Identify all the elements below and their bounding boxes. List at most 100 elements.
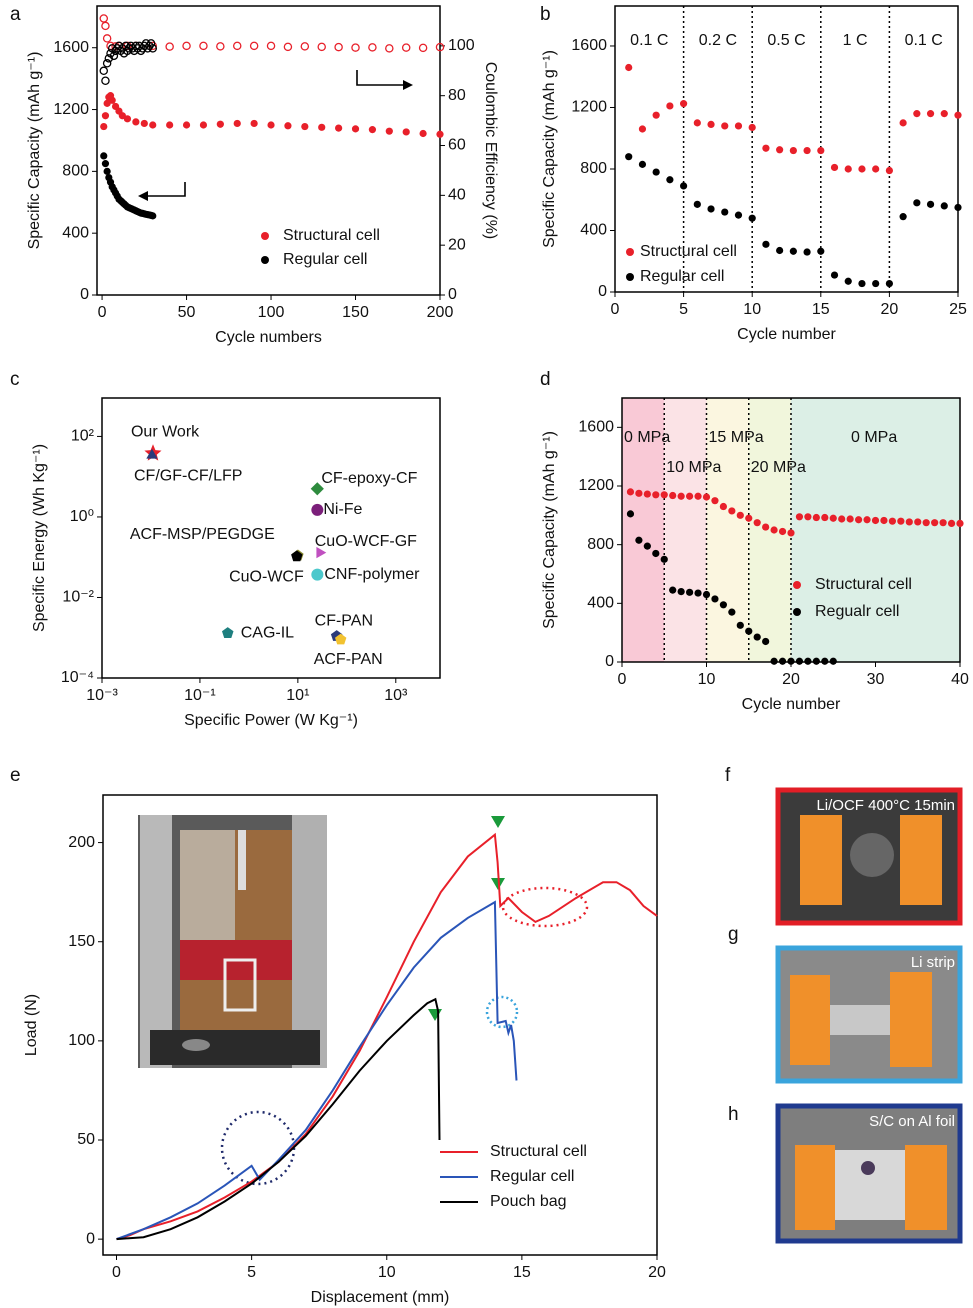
inset-photo	[138, 815, 327, 1068]
panel-label: b	[540, 4, 551, 25]
point	[922, 519, 930, 527]
point	[652, 491, 660, 499]
point	[954, 111, 962, 119]
region-label: 20 MPa	[751, 459, 806, 476]
point	[182, 121, 191, 129]
x-tick-label: 0	[112, 1264, 121, 1281]
point	[109, 51, 119, 61]
y-tick-label: 400	[587, 595, 614, 612]
point	[762, 637, 770, 646]
x-tick-label: 10	[698, 671, 716, 688]
y-tick-label: 800	[62, 163, 89, 180]
point	[625, 153, 633, 161]
y-axis-label: Load (N)	[23, 994, 40, 1056]
highlight-circle	[501, 886, 589, 928]
point	[100, 122, 108, 131]
legend-label: Regular cell	[283, 251, 367, 268]
point	[267, 121, 275, 129]
point	[711, 595, 719, 603]
y-tick-label: 0	[605, 653, 614, 670]
point	[643, 490, 651, 498]
point	[318, 123, 326, 131]
y-axis-label: Specific Capacity (mAh g⁻¹)	[541, 50, 558, 248]
y-tick-label: 1200	[571, 99, 607, 116]
point	[250, 119, 258, 128]
x-tick-label: 10	[743, 301, 761, 318]
point	[102, 59, 112, 68]
point	[804, 657, 812, 665]
point	[435, 42, 445, 52]
point	[721, 208, 729, 216]
point	[830, 163, 839, 172]
point	[652, 549, 660, 558]
point	[795, 513, 804, 521]
point-label: CF/GF-CF/LFP	[134, 468, 242, 485]
point	[680, 182, 688, 190]
point	[625, 63, 633, 72]
region-label: 0.1 C	[905, 32, 943, 49]
point	[660, 555, 668, 563]
point	[734, 211, 743, 219]
point	[693, 119, 701, 127]
point	[101, 76, 110, 85]
point	[872, 279, 880, 288]
point	[812, 513, 820, 522]
arrowhead	[138, 191, 148, 201]
point	[660, 491, 668, 499]
y-tick-label: 400	[62, 224, 89, 241]
point	[926, 200, 935, 208]
point	[817, 247, 825, 255]
highlight-circle	[485, 995, 519, 1029]
point-label: CuO-WCF	[229, 569, 304, 586]
y-tick-label: 200	[68, 834, 95, 851]
point	[300, 42, 310, 51]
point-label: CuO-WCF-GF	[315, 533, 417, 550]
point	[108, 96, 116, 104]
point	[99, 14, 109, 23]
point	[931, 519, 939, 527]
line	[116, 900, 518, 1241]
point	[100, 152, 108, 160]
point	[310, 482, 324, 496]
x-tick-label: 40	[951, 671, 969, 688]
legend-label: Regualr cell	[815, 603, 899, 620]
plot-frame	[102, 794, 658, 1256]
point-label: CAG-IL	[241, 624, 294, 641]
y-tick-label: 1600	[578, 419, 614, 436]
y-tick-label: 1600	[53, 39, 89, 56]
y-tick-label: 50	[77, 1131, 95, 1148]
point	[954, 203, 962, 212]
y2-tick-label: 60	[448, 137, 466, 154]
y-tick-label: 10⁻²	[62, 589, 94, 606]
point	[939, 519, 947, 527]
point	[905, 518, 913, 526]
y2-axis-label: Coulombic Efficiency (%)	[482, 62, 499, 240]
point	[418, 43, 428, 53]
x-tick-label: 0	[98, 304, 107, 321]
point	[101, 160, 110, 168]
point	[166, 121, 174, 129]
y-tick-label: 800	[587, 536, 614, 553]
legend-swatch	[261, 232, 269, 240]
point	[317, 42, 326, 52]
plot-frame	[96, 5, 441, 296]
point	[736, 621, 744, 629]
point	[419, 129, 427, 138]
y-tick-label: 150	[68, 933, 95, 950]
point	[402, 128, 410, 136]
point	[351, 43, 360, 52]
x-tick-label: 10	[378, 1264, 396, 1281]
panel-label: a	[10, 4, 21, 25]
region	[706, 398, 749, 662]
arrow	[145, 182, 186, 197]
point	[745, 514, 753, 522]
panel-label: g	[728, 924, 739, 945]
point	[149, 121, 157, 129]
x-tick-label: 25	[949, 301, 967, 318]
photo-f: f Li/OCF 400°C 15min	[725, 765, 963, 926]
region	[791, 398, 960, 662]
y-tick-label: 0	[80, 286, 89, 303]
point	[762, 523, 770, 531]
point	[99, 66, 109, 76]
point	[838, 515, 846, 523]
